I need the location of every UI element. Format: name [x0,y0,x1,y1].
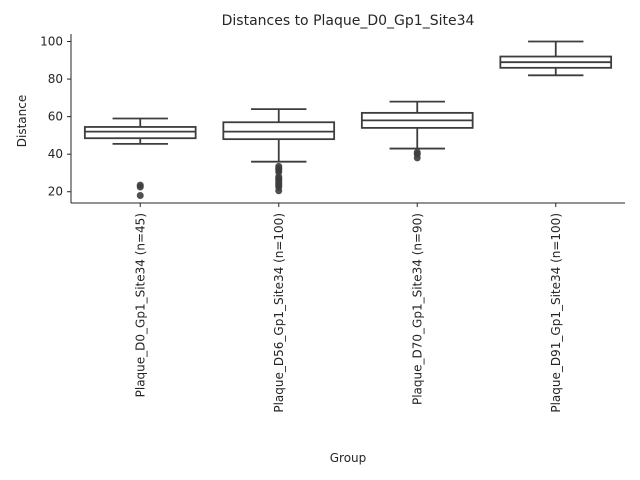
x-axis-label: Group [330,451,367,465]
outlier-point [413,148,421,156]
x-tick-label: Plaque_D0_Gp1_Site34 (n=45) [133,213,147,397]
x-tick-label: Plaque_D91_Gp1_Site34 (n=100) [549,213,563,413]
y-tick-label: 40 [48,147,63,161]
x-tick-label: Plaque_D56_Gp1_Site34 (n=100) [272,213,286,413]
y-tick-label: 20 [48,185,63,199]
y-tick-label: 80 [48,72,63,86]
chart-title: Distances to Plaque_D0_Gp1_Site34 [222,13,475,29]
box-0 [83,126,197,140]
y-tick-label: 100 [40,35,63,49]
y-tick-label: 60 [48,110,63,124]
box-1 [222,121,336,141]
outlier-point [275,162,283,170]
outlier-point [136,181,144,189]
outlier-point [136,191,144,199]
plot-area: 20 40 60 80 100 Plaque_D0_Gp1_Site34 (n=45) Pl… [40,34,625,413]
x-tick-label: Plaque_D70_Gp1_Site34 (n=90) [410,213,424,405]
y-axis-label: Distance [15,95,29,147]
